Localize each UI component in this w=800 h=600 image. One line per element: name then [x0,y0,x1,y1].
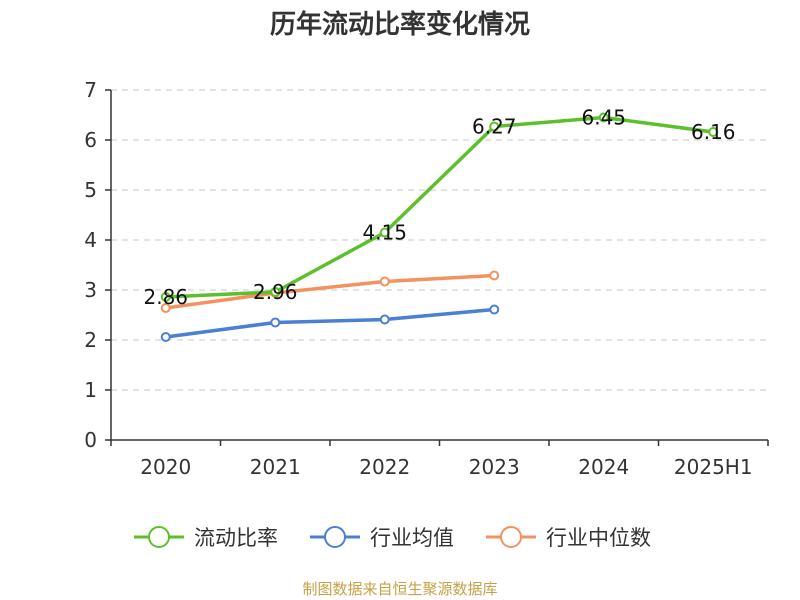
series-line [164,273,496,310]
data-point[interactable] [489,121,500,132]
data-point[interactable] [160,303,171,313]
y-tick-label: 2 [84,328,97,352]
data-point[interactable] [270,317,281,328]
data-label: 2.86 [143,285,188,309]
x-tick-label: 2020 [140,455,191,479]
data-point[interactable] [489,270,500,281]
chart-title: 历年流动比率变化情况 [270,9,530,40]
legend-item[interactable]: 行业均值 [310,526,454,550]
axes: 0 1 2 3 4 5 6 7 2020 2021 2022 2023 2024 2025H1 [84,78,769,479]
legend-marker [324,526,346,548]
legend-item[interactable]: 流动比率 [134,526,278,550]
legend-label: 行业均值 [370,526,454,550]
y-tick-label: 1 [84,378,97,402]
data-labels: 2.86 2.96 4.15 6.27 6.45 6.16 [143,106,735,310]
data-label: 4.15 [362,221,407,245]
data-point[interactable] [708,127,719,137]
legend-item[interactable]: 行业中位数 [486,526,651,550]
y-tick-label: 5 [84,178,97,202]
x-tick-label: 2025H1 [674,455,753,479]
legend-marker [500,526,522,548]
data-point[interactable] [270,287,281,297]
legend-label: 行业中位数 [546,526,651,550]
gridlines [111,89,768,391]
x-tick-label: 2021 [250,455,301,479]
data-point[interactable] [598,112,609,123]
source-note: 制图数据来自恒生聚源数据库 [302,580,497,598]
y-tick-label: 3 [84,278,97,302]
y-tick-label: 4 [84,228,97,252]
series-line [164,115,715,299]
data-point[interactable] [160,332,171,342]
data-label: 6.45 [581,106,626,130]
data-label: 2.96 [253,280,298,304]
y-tick-label: 0 [84,428,97,452]
data-label: 6.27 [472,115,517,139]
legend-marker [148,526,170,548]
y-tick-label: 6 [84,128,97,152]
x-tick-label: 2022 [359,455,410,479]
data-label: 6.16 [691,120,736,144]
legend[interactable]: 流动比率 行业均值 行业中位数 [134,526,651,550]
y-tick-label: 7 [84,78,97,102]
data-point[interactable] [160,292,171,302]
data-point[interactable] [379,227,390,238]
legend-label: 流动比率 [194,526,278,550]
x-tick-label: 2024 [578,455,629,479]
series-layer [160,112,719,342]
data-point[interactable] [379,314,390,325]
series-line [164,307,496,339]
data-point[interactable] [489,304,500,315]
x-tick-label: 2023 [469,455,520,479]
data-point[interactable] [379,276,390,287]
